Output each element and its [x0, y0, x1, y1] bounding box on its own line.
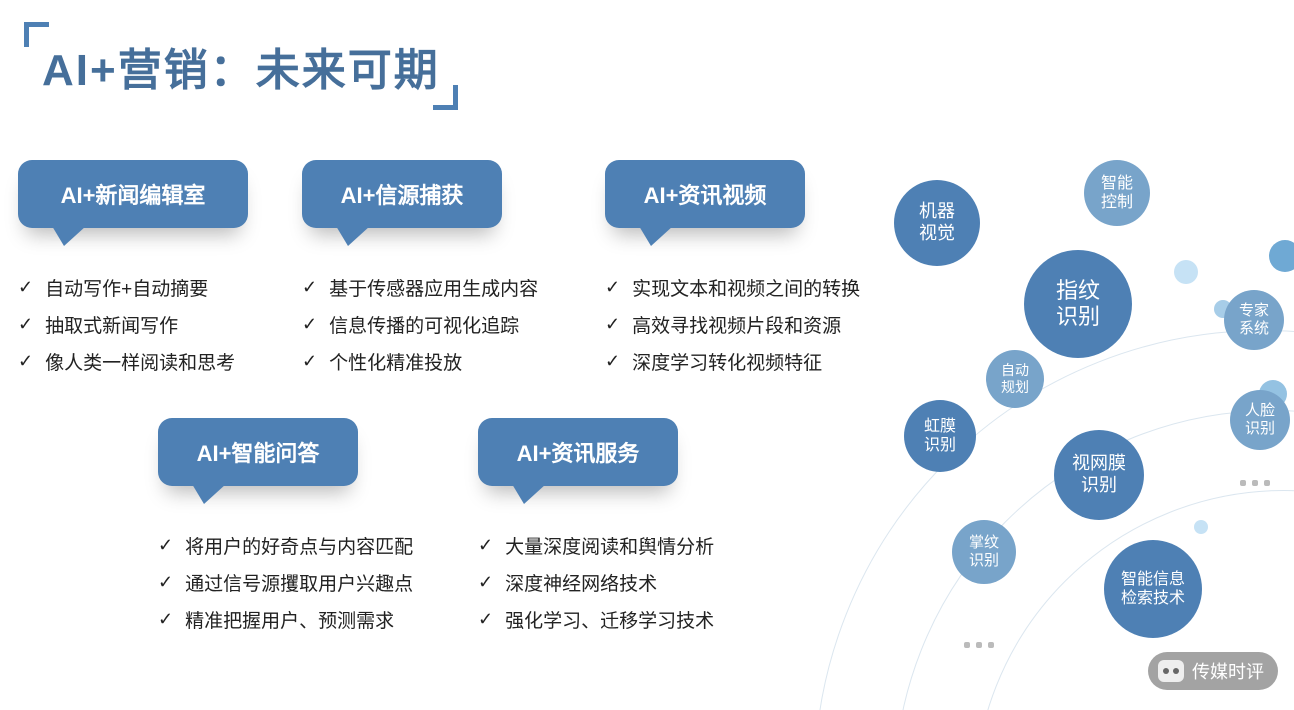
list-source: 基于传感器应用生成内容信息传播的可视化追踪个性化精准投放 [302, 274, 538, 375]
list-newsroom: 自动写作+自动摘要抽取式新闻写作像人类一样阅读和思考 [18, 274, 248, 375]
node-auto-plan: 自动 规划 [986, 350, 1044, 408]
list-item: 个性化精准投放 [302, 348, 538, 375]
watermark-badge: 传媒时评 [1148, 652, 1278, 690]
list-item: 实现文本和视频之间的转换 [605, 274, 860, 301]
list-item: 高效寻找视频片段和资源 [605, 311, 860, 338]
list-qa: 将用户的好奇点与内容匹配通过信号源攫取用户兴趣点精准把握用户、预测需求 [158, 532, 413, 633]
list-item: 将用户的好奇点与内容匹配 [158, 532, 413, 559]
bubble-qa: AI+智能问答 [158, 418, 358, 486]
list-item: 基于传感器应用生成内容 [302, 274, 538, 301]
list-item: 像人类一样阅读和思考 [18, 348, 248, 375]
node-expert-sys: 专家 系统 [1224, 290, 1284, 350]
bubble-video: AI+资讯视频 [605, 160, 805, 228]
list-item: 大量深度阅读和舆情分析 [478, 532, 714, 559]
list-item: 抽取式新闻写作 [18, 311, 248, 338]
node-palm: 掌纹 识别 [952, 520, 1016, 584]
wechat-icon [1158, 660, 1184, 682]
node-fingerprint: 指纹 识别 [1024, 250, 1132, 358]
cluster-bg-dot [1269, 240, 1294, 272]
node-machine-vision: 机器 视觉 [894, 180, 980, 266]
bubble-newsroom: AI+新闻编辑室 [18, 160, 248, 228]
list-video: 实现文本和视频之间的转换高效寻找视频片段和资源深度学习转化视频特征 [605, 274, 860, 375]
group-source: AI+信源捕获基于传感器应用生成内容信息传播的可视化追踪个性化精准投放 [302, 160, 538, 385]
list-item: 自动写作+自动摘要 [18, 274, 248, 301]
tech-cluster: 机器 视觉 智能 控制指纹 识别 专家 系统自动 规划虹膜 识别 视网膜 识别 人脸 识… [864, 150, 1294, 620]
list-item: 强化学习、迁移学习技术 [478, 606, 714, 633]
node-iris: 虹膜 识别 [904, 400, 976, 472]
watermark-text: 传媒时评 [1192, 658, 1264, 684]
node-face: 人脸 识别 [1230, 390, 1290, 450]
bubble-service: AI+资讯服务 [478, 418, 678, 486]
group-video: AI+资讯视频实现文本和视频之间的转换高效寻找视频片段和资源深度学习转化视频特征 [605, 160, 860, 385]
bubble-source: AI+信源捕获 [302, 160, 502, 228]
list-item: 信息传播的可视化追踪 [302, 311, 538, 338]
cluster-bg-dot [1174, 260, 1198, 284]
list-item: 深度神经网络技术 [478, 569, 714, 596]
cluster-bg-dot [1194, 520, 1208, 534]
list-item: 精准把握用户、预测需求 [158, 606, 413, 633]
ellipsis-decoration [964, 642, 994, 648]
page-title-frame: AI+营销：未来可期 [22, 20, 460, 112]
list-item: 通过信号源攫取用户兴趣点 [158, 569, 413, 596]
page-title: AI+营销：未来可期 [42, 34, 440, 98]
list-service: 大量深度阅读和舆情分析深度神经网络技术强化学习、迁移学习技术 [478, 532, 714, 633]
group-qa: AI+智能问答将用户的好奇点与内容匹配通过信号源攫取用户兴趣点精准把握用户、预测… [158, 418, 413, 643]
group-service: AI+资讯服务大量深度阅读和舆情分析深度神经网络技术强化学习、迁移学习技术 [478, 418, 714, 643]
group-newsroom: AI+新闻编辑室自动写作+自动摘要抽取式新闻写作像人类一样阅读和思考 [18, 160, 248, 385]
node-retrieval: 智能信息 检索技术 [1104, 540, 1202, 638]
list-item: 深度学习转化视频特征 [605, 348, 860, 375]
node-retina: 视网膜 识别 [1054, 430, 1144, 520]
node-smart-control: 智能 控制 [1084, 160, 1150, 226]
card-stage: AI+新闻编辑室自动写作+自动摘要抽取式新闻写作像人类一样阅读和思考AI+信源捕… [0, 140, 900, 700]
